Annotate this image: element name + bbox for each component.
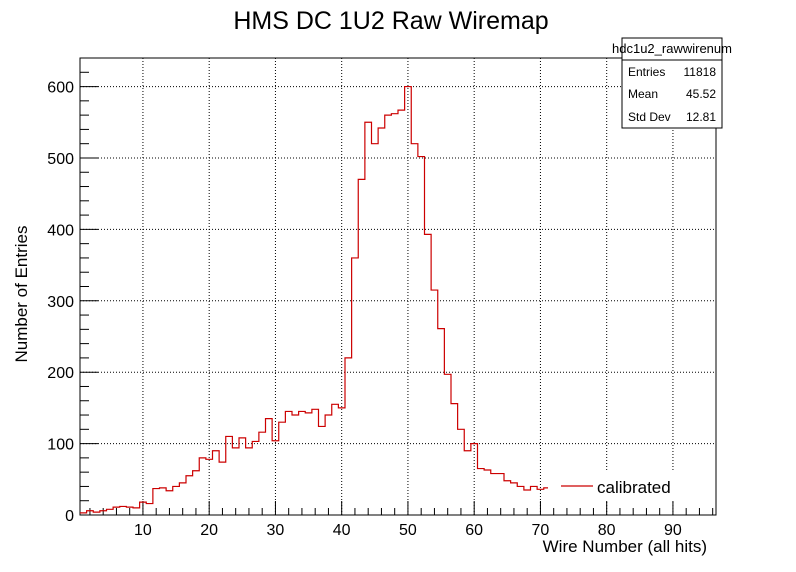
stats-stddev-value: 12.81 [686, 110, 716, 124]
stats-box-title: hdc1u2_rawwirenum [612, 41, 732, 56]
x-axis-label: Wire Number (all hits) [543, 537, 707, 556]
x-tick-label: 90 [664, 522, 682, 539]
legend: calibrated [548, 472, 688, 500]
stats-box: hdc1u2_rawwirenum Entries 11818 Mean 45.… [612, 37, 732, 129]
x-tick-label: 30 [267, 522, 285, 539]
y-tick-label: 500 [47, 151, 74, 168]
x-tick-label: 40 [333, 522, 351, 539]
stats-mean-value: 45.52 [686, 87, 716, 101]
y-tick-labels: 0 100 200 300 400 500 600 [47, 80, 74, 525]
grid-lines [80, 58, 716, 515]
stats-entries-label: Entries [628, 65, 665, 79]
chart-title: HMS DC 1U2 Raw Wiremap [233, 7, 548, 35]
y-tick-label: 200 [47, 365, 74, 382]
x-tick-label: 80 [598, 522, 616, 539]
stats-stddev-label: Std Dev [628, 110, 671, 124]
x-tick-label: 60 [465, 522, 483, 539]
plot-frame [79, 57, 717, 516]
x-axis-ticks [89, 501, 714, 515]
stats-entries-value: 11818 [684, 65, 717, 79]
x-tick-labels: 10 20 30 40 50 60 70 80 90 [134, 522, 682, 539]
y-axis-ticks [80, 57, 98, 516]
x-tick-label: 10 [134, 522, 152, 539]
y-axis-label: Number of Entries [12, 226, 31, 363]
y-tick-label: 0 [65, 508, 74, 525]
legend-label: calibrated [597, 478, 671, 497]
x-tick-label: 70 [532, 522, 550, 539]
y-tick-label: 600 [47, 80, 74, 97]
x-tick-label: 20 [200, 522, 218, 539]
y-tick-label: 300 [47, 294, 74, 311]
y-tick-label: 100 [47, 437, 74, 454]
stats-mean-label: Mean [628, 87, 658, 101]
x-tick-label: 50 [399, 522, 417, 539]
y-tick-label: 400 [47, 222, 74, 239]
histogram-line [80, 85, 557, 514]
